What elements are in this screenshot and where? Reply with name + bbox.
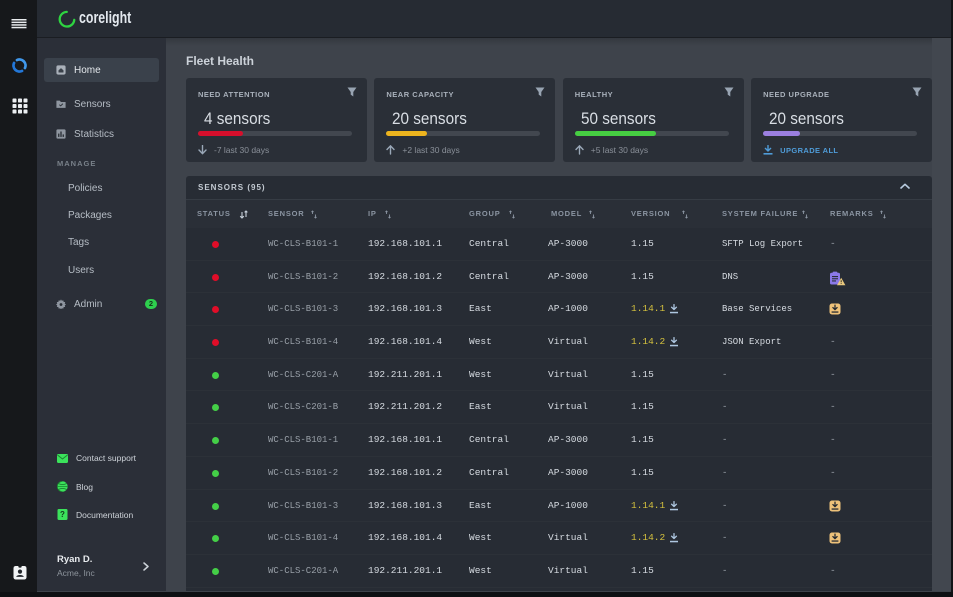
svg-text:?: ? (60, 510, 65, 519)
